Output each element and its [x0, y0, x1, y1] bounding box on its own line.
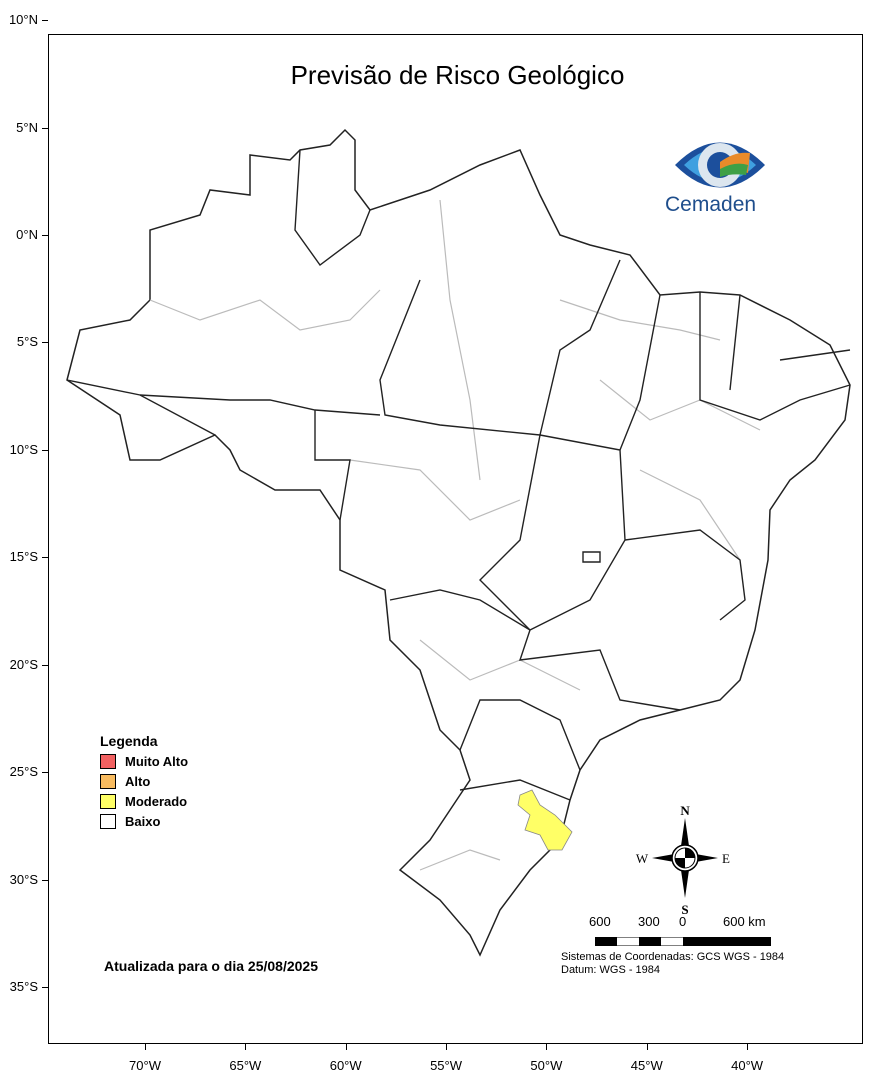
cemaden-logo-icon — [675, 142, 765, 188]
lon-tick — [546, 1044, 548, 1050]
lat-tick — [42, 449, 48, 451]
legend-item: Baixo — [100, 814, 188, 829]
lon-tick — [245, 1044, 247, 1050]
state-borders — [66, 149, 851, 801]
lon-tick-label: 60°W — [329, 1058, 362, 1073]
lat-tick-label: 20°S — [9, 656, 38, 672]
lat-tick — [42, 235, 48, 236]
brazil-outline — [66, 128, 851, 957]
legend-item: Muito Alto — [100, 754, 188, 769]
lon-tick-label: 45°W — [630, 1058, 663, 1073]
legend-swatch — [100, 754, 116, 769]
lat-tick-label: 10°S — [9, 441, 38, 457]
lat-tick — [42, 557, 48, 559]
map-frame — [48, 34, 863, 1044]
lat-tick — [42, 20, 48, 22]
scale-label: 0 — [679, 914, 687, 929]
lat-tick-label: 5°N — [16, 119, 38, 135]
logo-text: Cemaden — [665, 193, 757, 216]
scale-label: 600 km — [723, 914, 766, 929]
lon-tick-label: 50°W — [530, 1058, 563, 1073]
risk-area-moderado — [517, 789, 573, 851]
legend: Legenda Muito Alto Alto Moderado Baixo — [100, 733, 188, 829]
lat-tick — [42, 772, 48, 774]
lon-tick-label: 40°W — [731, 1058, 764, 1073]
compass-s: S — [681, 902, 688, 917]
lon-tick — [646, 1044, 648, 1050]
updated-date: Atualizada para o dia 25/08/2025 — [104, 958, 318, 974]
lon-tick — [345, 1044, 347, 1050]
lon-tick-label: 65°W — [229, 1058, 262, 1073]
lat-tick-label: 10°N — [8, 12, 38, 28]
lat-tick-label: 25°S — [9, 764, 38, 780]
legend-label: Baixo — [125, 814, 161, 829]
lon-tick — [145, 1044, 146, 1050]
lat-tick-label: 30°S — [9, 871, 38, 887]
lat-tick — [42, 127, 48, 129]
scale-bar — [595, 937, 771, 946]
legend-title: Legenda — [100, 733, 158, 749]
scale-label: 600 — [589, 914, 611, 929]
lat-tick-label: 35°S — [9, 979, 38, 995]
compass-e: E — [722, 851, 730, 866]
scale-label: 300 — [638, 914, 660, 929]
legend-swatch — [100, 814, 116, 829]
legend-label: Muito Alto — [125, 754, 189, 769]
lat-tick — [42, 664, 48, 666]
legend-item: Alto — [100, 774, 188, 789]
legend-label: Alto — [125, 774, 151, 789]
legend-item: Moderado — [100, 794, 188, 809]
lon-tick-label: 55°W — [430, 1058, 463, 1073]
compass-n: N — [680, 803, 690, 818]
compass-w: W — [636, 851, 649, 866]
map-title: Previsão de Risco Geológico — [290, 60, 625, 90]
legend-label: Moderado — [125, 794, 188, 809]
lat-tick-label: 0°N — [16, 227, 38, 242]
lat-tick — [42, 879, 48, 881]
legend-swatch — [100, 774, 116, 789]
lat-tick — [42, 342, 48, 344]
compass-rose: N S W E — [636, 803, 730, 917]
lat-tick-label: 5°S — [16, 334, 38, 350]
crs-system: Sistemas de Coordenadas: GCS WGS - 1984 — [561, 951, 785, 963]
lat-tick-label: 15°S — [9, 549, 38, 565]
legend-swatch — [100, 794, 116, 809]
lat-tick — [42, 987, 48, 989]
lon-tick — [747, 1044, 749, 1050]
crs-datum: Datum: WGS - 1984 — [561, 964, 661, 976]
lon-tick — [446, 1044, 448, 1050]
lon-tick-label: 70°W — [129, 1058, 161, 1073]
